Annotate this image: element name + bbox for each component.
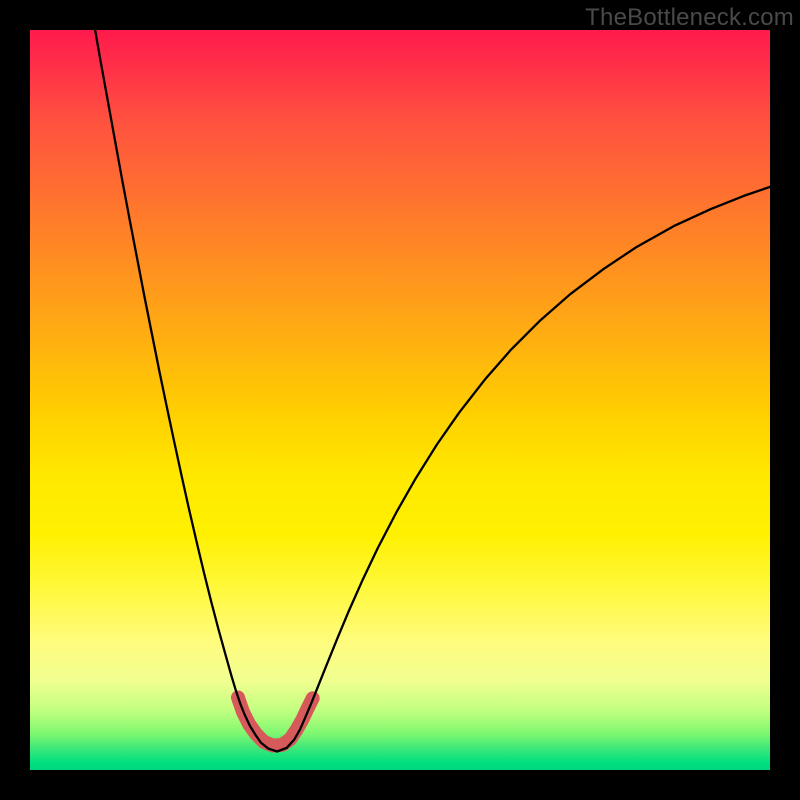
- curve-layer: [30, 30, 770, 770]
- plot-area: [30, 30, 770, 770]
- highlight-curve: [238, 697, 313, 745]
- watermark-text: TheBottleneck.com: [585, 4, 794, 32]
- main-curve: [95, 30, 770, 752]
